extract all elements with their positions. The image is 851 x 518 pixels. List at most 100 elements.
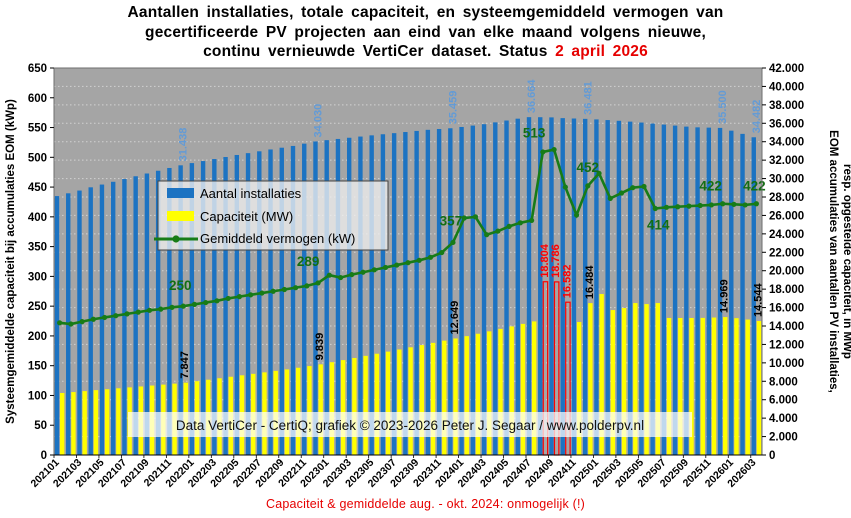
avg-power-line [57,146,759,327]
capacity-bar [329,362,335,455]
installations-bar [740,133,745,455]
capacity-bar [116,388,121,455]
installations-bar [571,118,577,455]
capacity-annotation: 12.649 [449,301,461,335]
avg-power-marker [281,286,287,293]
installations-bar [448,128,453,456]
installations-bar [110,181,116,455]
avg-power-marker [248,292,254,298]
avg-power-marker [596,170,602,176]
avg-power-marker [450,239,456,246]
legend-swatch-avg-power-marker [172,235,180,243]
installations-annotation: 36.481 [582,81,594,115]
installations-annotation: 34.030 [313,104,325,138]
right-axis-tick-label: 14.000 [769,321,804,333]
capacity-bar [408,347,413,455]
installations-bar [245,153,251,455]
avg-power-marker [214,298,220,304]
installations-bar [627,121,633,456]
installations-bar [324,140,329,455]
avg-power-marker [236,294,243,300]
avg-power-marker [326,272,332,278]
avg-power-annotation: 422 [743,179,766,194]
left-axis-tick-label: 200 [28,331,47,343]
right-axis-title-line-1: EOM accumulaties van aantallen PV instal… [827,130,839,393]
avg-power-annotation: 422 [699,179,722,194]
installations-bar [751,137,756,455]
right-axis-tick-label: 4.000 [769,413,798,425]
installations-bar [538,117,543,455]
installations-bar [302,143,307,455]
avg-power-marker [101,314,108,321]
legend-label-avg-power: Gemiddeld vermogen (kW) [200,231,355,246]
right-axis-title-line-2: resp. opgestelde capaciteit, in MWp [841,164,851,359]
installations-bar [729,130,734,455]
capacity-annotation: 9.839 [314,333,326,361]
capacity-bar [711,317,717,455]
capacity-bar [498,328,503,455]
avg-power-annotation: 357 [440,213,463,228]
capacity-bar [352,357,357,455]
right-axis-tick-label: 30.000 [769,174,804,186]
avg-power-marker [203,299,209,306]
capacity-bar [307,366,312,455]
capacity-bar [588,303,593,455]
avg-power-marker [675,204,681,210]
title-line-1: Aantallen installaties, totale capacitei… [127,4,724,21]
legend-label-installations: Aantal installaties [200,186,302,201]
bars-installations [54,117,756,456]
capacity-bar [621,308,627,455]
avg-power-marker [293,285,299,291]
avg-power-marker [169,304,175,310]
installations-bar [122,179,127,455]
installations-annotation: 34.482 [751,100,763,134]
installations-bar [470,125,476,455]
avg-power-marker [720,201,726,207]
installations-bar [706,127,712,456]
installations-bar [200,161,206,456]
installations-bar [504,120,509,455]
capacity-bar [756,320,762,455]
capacity-annotation: 7.847 [179,351,191,379]
avg-power-marker [225,295,231,302]
installations-bar [189,163,195,455]
capacity-bar [666,317,672,455]
right-axis-tick-label: 34.000 [769,137,804,149]
capacity-bar [487,331,492,455]
right-axis-tick-label: 24.000 [769,229,804,241]
right-axis-tick-label: 40.000 [769,81,804,93]
installations-bar [414,130,419,455]
avg-power-marker [686,203,692,209]
installations-bar [313,141,318,455]
capacity-bar [532,321,537,455]
installations-bar [212,159,217,455]
avg-power-marker [349,271,355,278]
capacity-bar [374,353,380,455]
impossible-capacity-annotation: 18.804 [539,243,551,278]
installations-bar [234,154,240,455]
installations-bar [167,167,172,455]
avg-power-marker [697,202,703,209]
title-line-3-text: continu vernieuwde VertiCer dataset. Sta… [203,43,556,60]
installations-bar [684,126,689,456]
avg-power-marker [191,301,198,307]
avg-power-annotation: 452 [577,160,600,175]
installations-bar [54,196,60,456]
left-axis-tick-label: 600 [28,93,47,105]
installations-bar [133,176,138,455]
watermark: Data VertiCer - CertiQ; grafiek © 2023-2… [128,412,692,437]
avg-power-marker [630,185,636,191]
installations-bar [335,138,341,455]
avg-power-marker [506,223,512,229]
capacity-bar [644,304,649,455]
left-axis-tick-label: 0 [41,450,47,462]
impossible-capacity-annotation: 16.582 [561,265,573,299]
installations-bar [515,118,520,455]
left-axis-tick-label: 150 [28,361,47,373]
avg-power-marker [551,146,557,153]
capacity-bar [82,391,87,455]
installations-annotation: 35.459 [447,91,459,125]
avg-power-marker [360,269,366,275]
right-axis-tick-label: 18.000 [769,284,804,296]
avg-power-marker [484,232,490,238]
